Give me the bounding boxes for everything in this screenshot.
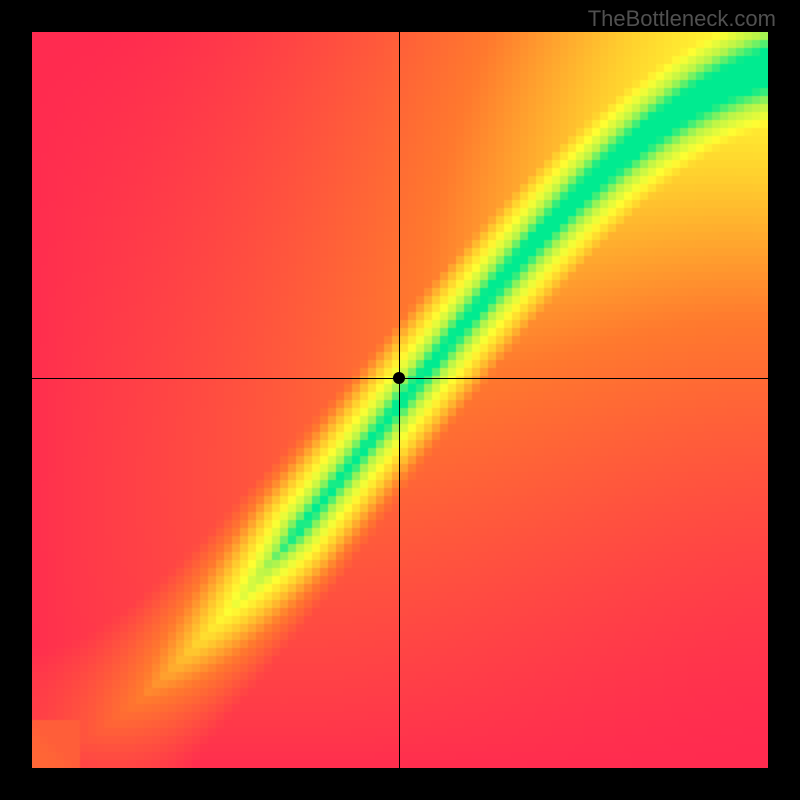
watermark-text: TheBottleneck.com xyxy=(588,6,776,32)
crosshair-vertical xyxy=(399,32,400,768)
plot-area xyxy=(32,32,768,768)
marker-dot xyxy=(393,372,405,384)
heatmap-canvas xyxy=(32,32,768,768)
